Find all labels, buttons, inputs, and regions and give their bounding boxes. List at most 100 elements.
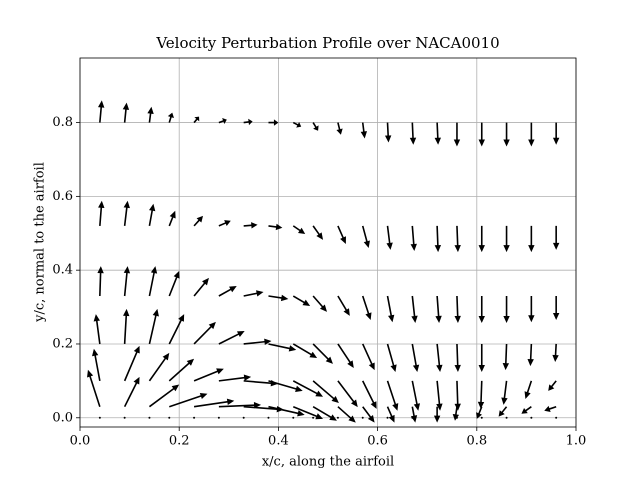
arrow [503,296,510,323]
arrow [454,343,461,373]
arrow [436,343,443,373]
arrow [386,406,395,423]
arrow [436,380,443,411]
y-tick-label: 0.0 [52,410,73,425]
arrow [386,225,393,250]
arrow [530,416,533,419]
arrow [454,225,461,253]
arrow [361,416,364,419]
arrow [148,352,170,382]
arrow [361,225,370,249]
arrow [555,416,558,419]
arrow [361,343,375,371]
arrow [122,102,130,123]
arrow [527,343,534,367]
arrow [167,112,174,123]
arrow [267,416,270,419]
arrow [292,405,324,420]
arrow [268,294,289,302]
arrow [362,380,377,409]
arrow [193,321,216,345]
arrow [148,416,151,419]
ticks: 0.0 0.2 0.4 0.6 0.8 1.0 0.0 0.2 0.4 0.6 0.8 [52,115,586,448]
arrow [168,270,180,297]
arrow [503,225,510,253]
arrow [123,376,140,408]
arrow [123,345,140,382]
arrow [243,290,264,297]
arrow [386,295,395,323]
arrow [548,380,557,391]
arrow [384,122,392,143]
arrow [453,122,461,147]
arrow [411,416,414,419]
arrow [436,416,439,419]
arrow [480,416,483,419]
y-tick-label: 0.2 [52,336,73,351]
arrow [243,380,278,387]
arrow [169,393,208,408]
arrow [337,406,356,423]
arrow [148,266,158,297]
arrow [478,296,485,323]
arrow [434,122,441,145]
arrow [193,416,196,419]
arrow [505,416,508,419]
arrow [362,406,375,423]
arrow [502,343,510,371]
arrow [434,225,442,253]
y-tick-label: 0.8 [52,115,73,130]
arrow [552,122,560,145]
arrow [218,220,231,227]
arrow [148,384,180,408]
arrow [98,200,105,226]
arrow [97,266,104,297]
arrow [217,416,220,419]
arrow [218,401,262,409]
arrow [123,266,131,297]
arrow [292,416,295,419]
arrow [218,374,252,382]
y-tick-label: 0.6 [52,189,73,204]
y-tick-label: 0.4 [52,263,73,278]
arrow [243,338,272,345]
arrow [501,380,508,405]
arrow [242,416,245,419]
arrow [218,286,237,297]
arrow [193,368,224,382]
arrow [411,343,420,373]
arrow [312,343,333,364]
arrow [98,100,105,123]
arrow [552,296,560,320]
arrow [478,225,485,253]
arrow [148,308,159,345]
arrow [477,380,485,409]
arrow [337,343,354,368]
x-tick-label: 0.2 [169,434,190,449]
arrow [147,106,154,123]
arrow [361,295,372,320]
arrow [478,343,485,373]
arrow [312,416,315,419]
arrow [123,416,126,419]
arrow [312,225,324,240]
arrow [193,116,200,124]
arrow [454,295,461,323]
arrow [410,225,417,251]
arrow [268,380,303,392]
arrow [528,225,535,253]
arrow [435,295,442,323]
arrow [337,380,358,408]
arrow [268,405,305,417]
arrow [409,122,417,145]
arrow [243,118,253,126]
x-tick-label: 0.8 [466,434,487,449]
arrow [410,406,418,423]
arrow [552,343,559,363]
arrow [148,203,156,227]
arrow [123,308,130,345]
arrow [168,416,171,419]
arrow [524,380,533,399]
arrow [168,314,185,345]
